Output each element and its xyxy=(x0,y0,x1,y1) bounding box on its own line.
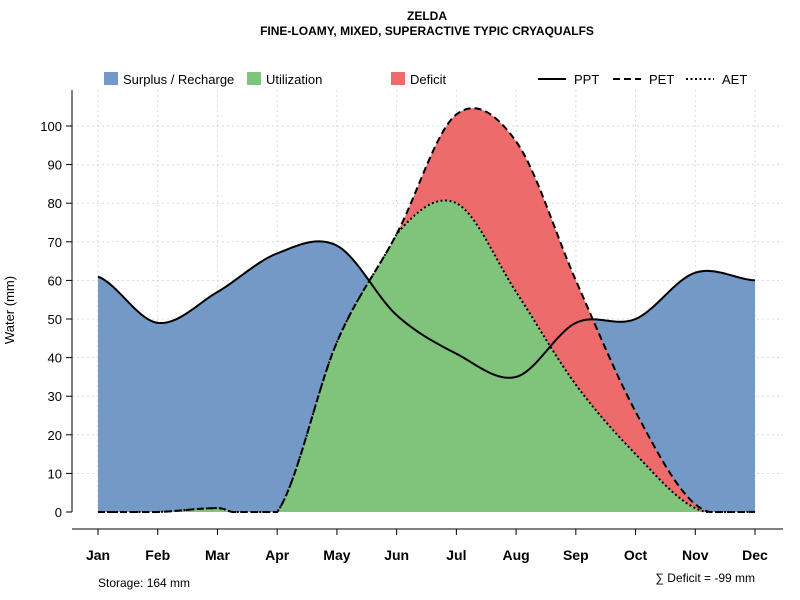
y-tick-label-5: 50 xyxy=(48,312,62,327)
y-tick-label-2: 20 xyxy=(48,428,62,443)
x-tick-label-jan: Jan xyxy=(86,547,110,563)
line-aet xyxy=(98,199,756,513)
chart-title: ZELDA xyxy=(407,9,447,23)
area-fills xyxy=(98,108,755,512)
series-lines xyxy=(97,107,756,513)
legend-swatch-0 xyxy=(104,72,118,85)
y-tick-label-6: 60 xyxy=(48,273,62,288)
legend-swatch-2 xyxy=(391,72,405,85)
legend-label-pet: PET xyxy=(649,72,674,87)
y-tick-label-10: 100 xyxy=(40,119,62,134)
axes: 0 10 20 30 40 50 60 70 80 90 100 Jan Feb Mar Apr May Jun… xyxy=(40,90,783,563)
x-tick-label-apr: Apr xyxy=(265,547,290,563)
x-tick-label-dec: Dec xyxy=(742,547,768,563)
x-tick-label-aug: Aug xyxy=(502,547,529,563)
deficit-annotation: ∑ Deficit = -99 mm xyxy=(655,571,755,585)
line-ppt xyxy=(97,240,756,379)
legend-label-0: Surplus / Recharge xyxy=(123,72,234,87)
legend-label-ppt: PPT xyxy=(574,72,599,87)
y-tick-label-1: 10 xyxy=(48,466,62,481)
x-tick-label-feb: Feb xyxy=(145,547,170,563)
y-tick-label-0: 0 xyxy=(55,505,62,520)
y-tick-label-7: 70 xyxy=(48,235,62,250)
x-tick-label-mar: Mar xyxy=(205,547,230,563)
y-tick-label-8: 80 xyxy=(48,196,62,211)
legend-label-aet: AET xyxy=(722,72,747,87)
x-tick-label-oct: Oct xyxy=(624,547,648,563)
x-tick-label-nov: Nov xyxy=(682,547,709,563)
area-utilization xyxy=(98,200,755,512)
storage-annotation: Storage: 164 mm xyxy=(98,576,190,590)
area-deficit xyxy=(98,108,755,512)
y-axis-label: Water (mm) xyxy=(2,276,17,344)
legend: Surplus / Recharge Utilization Deficit PPT P… xyxy=(104,72,747,87)
chart-subtitle: FINE-LOAMY, MIXED, SUPERACTIVE TYPIC CRY… xyxy=(260,24,594,38)
legend-label-1: Utilization xyxy=(266,72,322,87)
y-tick-label-3: 30 xyxy=(48,389,62,404)
legend-swatch-1 xyxy=(247,72,261,85)
y-tick-label-4: 40 xyxy=(48,351,62,366)
x-tick-label-jun: Jun xyxy=(384,547,409,563)
x-tick-label-sep: Sep xyxy=(563,547,589,563)
x-tick-label-jul: Jul xyxy=(446,547,466,563)
x-tick-label-may: May xyxy=(323,547,350,563)
y-tick-label-9: 90 xyxy=(48,158,62,173)
legend-label-2: Deficit xyxy=(410,72,447,87)
